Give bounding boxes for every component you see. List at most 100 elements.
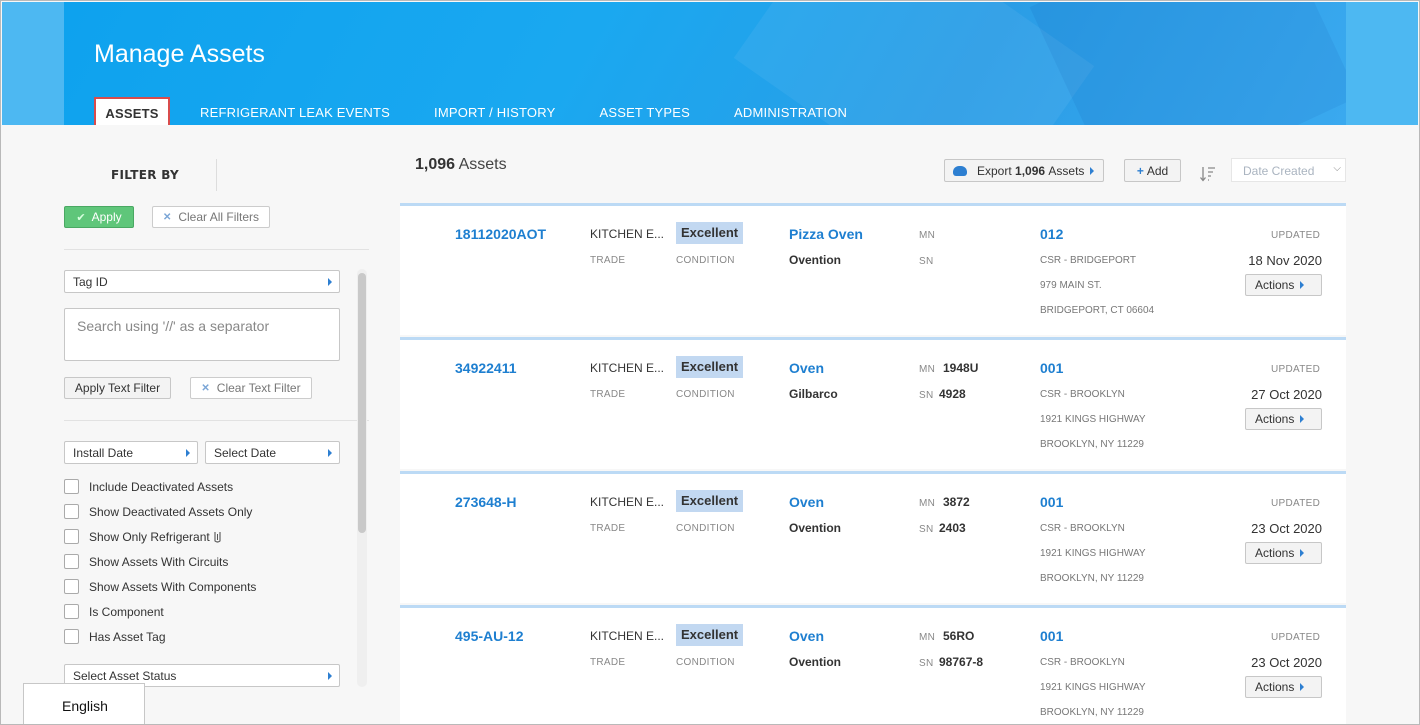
asset-count-number: 1,096 [415, 156, 456, 173]
asset-tag-link[interactable]: 495-AU-12 [455, 628, 524, 644]
serial-number: 98767-8 [939, 655, 984, 669]
filter-sidebar: FILTER BY ✔ Apply ✕ Clear All Filters Ta… [64, 125, 370, 724]
location-link[interactable]: 001 [1040, 494, 1064, 510]
export-suffix: Assets [1048, 163, 1085, 178]
actions-label: Actions [1255, 278, 1295, 292]
updated-date: 23 Oct 2020 [1251, 655, 1322, 670]
checkbox-with-components[interactable]: Show Assets With Components [64, 579, 256, 594]
clear-all-filters-button[interactable]: ✕ Clear All Filters [152, 206, 270, 228]
actions-button[interactable]: Actions [1245, 274, 1322, 296]
asset-count-suffix: Assets [458, 156, 507, 173]
header-banner: Manage Assets ASSETS REFRIGERANT LEAK EV… [64, 2, 1346, 125]
sn-label: SN [919, 390, 934, 401]
tab-import-history[interactable]: IMPORT / HISTORY [434, 105, 556, 120]
checkbox[interactable] [64, 529, 79, 544]
sn-label: SN [919, 256, 934, 267]
search-input[interactable]: Search using '//' as a separator [64, 308, 340, 361]
filter-by-heading: FILTER BY [111, 168, 180, 182]
checkbox[interactable] [64, 554, 79, 569]
checkbox-include-deactivated[interactable]: Include Deactivated Assets [64, 479, 233, 494]
clear-text-filter-button[interactable]: ✕ Clear Text Filter [190, 377, 312, 399]
refrigerant-icon [214, 531, 221, 543]
install-date-select[interactable]: Install Date [64, 441, 198, 464]
export-button[interactable]: Export 1,096 Assets [944, 159, 1104, 182]
location-name: CSR - BROOKLYN [1040, 389, 1125, 400]
location-link[interactable]: 001 [1040, 360, 1064, 376]
divider [64, 420, 369, 421]
updated-label: UPDATED [1271, 498, 1321, 509]
caret-right-icon [1090, 166, 1095, 175]
actions-button[interactable]: Actions [1245, 676, 1322, 698]
asset-card: 34922411 KITCHEN E... TRADE Excellent CO… [400, 337, 1346, 469]
asset-make: Ovention [789, 655, 842, 669]
install-date-value: Install Date [73, 445, 134, 460]
checkbox-label: Show Assets With Circuits [89, 554, 229, 569]
checkbox-has-asset-tag[interactable]: Has Asset Tag [64, 629, 166, 644]
actions-button[interactable]: Actions [1245, 408, 1322, 430]
condition-badge: Excellent [676, 624, 744, 646]
checkbox[interactable] [64, 604, 79, 619]
add-button[interactable]: + Add [1124, 159, 1181, 182]
serial-number: 4928 [939, 387, 966, 401]
asset-type-link[interactable]: Oven [789, 360, 825, 376]
tab-assets[interactable]: ASSETS [94, 97, 170, 125]
location-city: BROOKLYN, NY 11229 [1040, 439, 1144, 450]
asset-status-select[interactable]: Select Asset Status [64, 664, 340, 687]
asset-type-link[interactable]: Oven [789, 494, 825, 510]
asset-trade: KITCHEN E... [590, 227, 665, 241]
caret-right-icon [1300, 281, 1305, 289]
header-decoration [1029, 2, 1346, 125]
tag-field-select[interactable]: Tag ID [64, 270, 340, 293]
plus-icon: + [1136, 163, 1144, 178]
location-link[interactable]: 012 [1040, 226, 1064, 242]
select-date-value: Select Date [214, 445, 277, 460]
asset-type-link[interactable]: Pizza Oven [789, 226, 863, 242]
mn-label: MN [919, 498, 936, 509]
scrollbar-thumb[interactable] [358, 273, 366, 533]
updated-label: UPDATED [1271, 632, 1321, 643]
location-address: 1921 KINGS HIGHWAY [1040, 548, 1146, 559]
checkbox-deactivated-only[interactable]: Show Deactivated Assets Only [64, 504, 252, 519]
trade-label: TRADE [590, 255, 626, 266]
checkbox[interactable] [64, 504, 79, 519]
condition-label: CONDITION [676, 523, 735, 534]
asset-type-link[interactable]: Oven [789, 628, 825, 644]
updated-date: 27 Oct 2020 [1251, 387, 1322, 402]
sort-select[interactable]: Date Created ⌵ [1231, 158, 1346, 182]
apply-text-filter-button[interactable]: Apply Text Filter [64, 377, 171, 399]
tab-asset-types[interactable]: ASSET TYPES [599, 105, 691, 120]
tab-administration[interactable]: ADMINISTRATION [734, 105, 848, 120]
language-selector[interactable]: English [23, 683, 145, 724]
mn-label: MN [919, 364, 936, 375]
asset-tag-link[interactable]: 273648-H [455, 494, 517, 510]
close-icon: ✕ [162, 211, 172, 223]
sort-icon[interactable] [1200, 165, 1216, 183]
tag-field-value: Tag ID [73, 274, 108, 289]
main-nav: ASSETS REFRIGERANT LEAK EVENTS IMPORT / … [94, 97, 891, 125]
location-link[interactable]: 001 [1040, 628, 1064, 644]
checkbox-with-circuits[interactable]: Show Assets With Circuits [64, 554, 228, 569]
checkbox-refrigerant-only[interactable]: Show Only Refrigerant [64, 529, 222, 544]
caret-right-icon [328, 671, 332, 680]
actions-button[interactable]: Actions [1245, 542, 1322, 564]
header-left-strip [2, 2, 64, 125]
asset-tag-link[interactable]: 18112020AOT [455, 226, 547, 242]
chevron-down-icon: ⌵ [1333, 163, 1341, 174]
checkbox-is-component[interactable]: Is Component [64, 604, 164, 619]
checkbox[interactable] [64, 629, 79, 644]
checkbox[interactable] [64, 479, 79, 494]
checkbox-label: Show Only Refrigerant [89, 529, 210, 544]
apply-button[interactable]: ✔ Apply [64, 206, 134, 228]
condition-badge: Excellent [676, 356, 744, 378]
location-name: CSR - BROOKLYN [1040, 523, 1125, 534]
tab-refrigerant-leak-events[interactable]: REFRIGERANT LEAK EVENTS [200, 105, 391, 120]
trade-label: TRADE [590, 523, 626, 534]
asset-tag-link[interactable]: 34922411 [455, 360, 517, 376]
export-count: 1,096 [1015, 163, 1046, 178]
select-date-select[interactable]: Select Date [205, 441, 340, 464]
condition-label: CONDITION [676, 389, 735, 400]
location-address: 1921 KINGS HIGHWAY [1040, 682, 1146, 693]
asset-trade: KITCHEN E... [590, 361, 665, 375]
checkbox[interactable] [64, 579, 79, 594]
